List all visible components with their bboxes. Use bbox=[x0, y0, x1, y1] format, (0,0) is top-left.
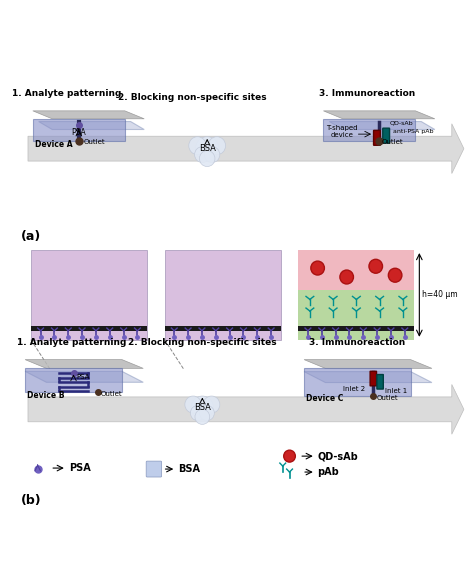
Text: Inlet 1: Inlet 1 bbox=[385, 388, 407, 394]
Polygon shape bbox=[323, 119, 415, 141]
Text: 1. Analyte patterning: 1. Analyte patterning bbox=[12, 89, 121, 98]
Circle shape bbox=[203, 396, 220, 413]
Circle shape bbox=[195, 146, 210, 163]
Text: QD-sAb: QD-sAb bbox=[318, 451, 358, 461]
Text: pAb: pAb bbox=[318, 467, 339, 477]
Text: 2. Blocking non-specific sites: 2. Blocking non-specific sites bbox=[128, 338, 277, 347]
Circle shape bbox=[195, 410, 210, 424]
Circle shape bbox=[196, 137, 219, 160]
Text: 3. Immunoreaction: 3. Immunoreaction bbox=[309, 338, 405, 347]
Polygon shape bbox=[304, 371, 432, 383]
Circle shape bbox=[388, 268, 402, 282]
Circle shape bbox=[204, 146, 220, 163]
Text: BSA: BSA bbox=[194, 403, 211, 412]
Text: T-shaped
device: T-shaped device bbox=[326, 125, 357, 139]
Circle shape bbox=[340, 270, 354, 284]
Polygon shape bbox=[25, 371, 143, 382]
Circle shape bbox=[189, 137, 206, 155]
Text: BSA: BSA bbox=[178, 464, 200, 474]
Circle shape bbox=[200, 406, 214, 421]
Text: (a): (a) bbox=[21, 230, 41, 243]
Text: 2. Blocking non-specific sites: 2. Blocking non-specific sites bbox=[118, 93, 267, 102]
Text: PSA: PSA bbox=[69, 463, 91, 473]
Polygon shape bbox=[28, 124, 464, 173]
Text: h=40 μm: h=40 μm bbox=[422, 291, 458, 300]
FancyBboxPatch shape bbox=[146, 461, 162, 477]
Polygon shape bbox=[329, 122, 435, 130]
Text: Device C: Device C bbox=[306, 394, 343, 403]
Polygon shape bbox=[33, 111, 144, 119]
Text: anti-PSA pAb: anti-PSA pAb bbox=[392, 128, 433, 134]
Text: Inlet 2: Inlet 2 bbox=[344, 387, 365, 393]
Polygon shape bbox=[304, 369, 410, 396]
Polygon shape bbox=[25, 360, 143, 369]
Text: BSA: BSA bbox=[199, 144, 216, 153]
Text: PSA: PSA bbox=[72, 128, 86, 137]
Text: 1. Analyte patterning: 1. Analyte patterning bbox=[17, 338, 126, 347]
Circle shape bbox=[284, 450, 295, 462]
Text: Outlet: Outlet bbox=[100, 391, 122, 397]
Bar bbox=[298, 291, 414, 340]
Text: 3. Immunoreaction: 3. Immunoreaction bbox=[319, 89, 415, 98]
FancyBboxPatch shape bbox=[374, 130, 380, 145]
Circle shape bbox=[191, 396, 213, 419]
Text: Outlet: Outlet bbox=[376, 394, 398, 401]
Circle shape bbox=[191, 406, 205, 421]
Bar bbox=[164, 327, 281, 331]
FancyBboxPatch shape bbox=[31, 250, 147, 340]
Polygon shape bbox=[323, 111, 435, 119]
Text: Outlet: Outlet bbox=[84, 139, 105, 145]
Text: Device A: Device A bbox=[35, 140, 73, 149]
FancyBboxPatch shape bbox=[377, 375, 383, 389]
Text: (b): (b) bbox=[21, 494, 42, 507]
Polygon shape bbox=[304, 360, 432, 369]
Circle shape bbox=[185, 396, 201, 413]
FancyBboxPatch shape bbox=[164, 250, 281, 340]
FancyBboxPatch shape bbox=[383, 128, 390, 143]
Text: PSA: PSA bbox=[76, 374, 90, 380]
Polygon shape bbox=[33, 119, 125, 141]
Text: Outlet: Outlet bbox=[382, 139, 403, 145]
Circle shape bbox=[208, 137, 226, 155]
Polygon shape bbox=[25, 369, 122, 392]
Circle shape bbox=[311, 261, 324, 275]
Text: QD-sAb: QD-sAb bbox=[390, 121, 413, 126]
Circle shape bbox=[369, 259, 383, 273]
Bar bbox=[298, 250, 414, 291]
Circle shape bbox=[200, 151, 215, 167]
Bar bbox=[31, 327, 147, 331]
FancyBboxPatch shape bbox=[370, 371, 376, 386]
Polygon shape bbox=[39, 122, 144, 130]
Bar bbox=[298, 327, 414, 331]
Text: Device B: Device B bbox=[27, 391, 64, 400]
Polygon shape bbox=[28, 384, 464, 434]
